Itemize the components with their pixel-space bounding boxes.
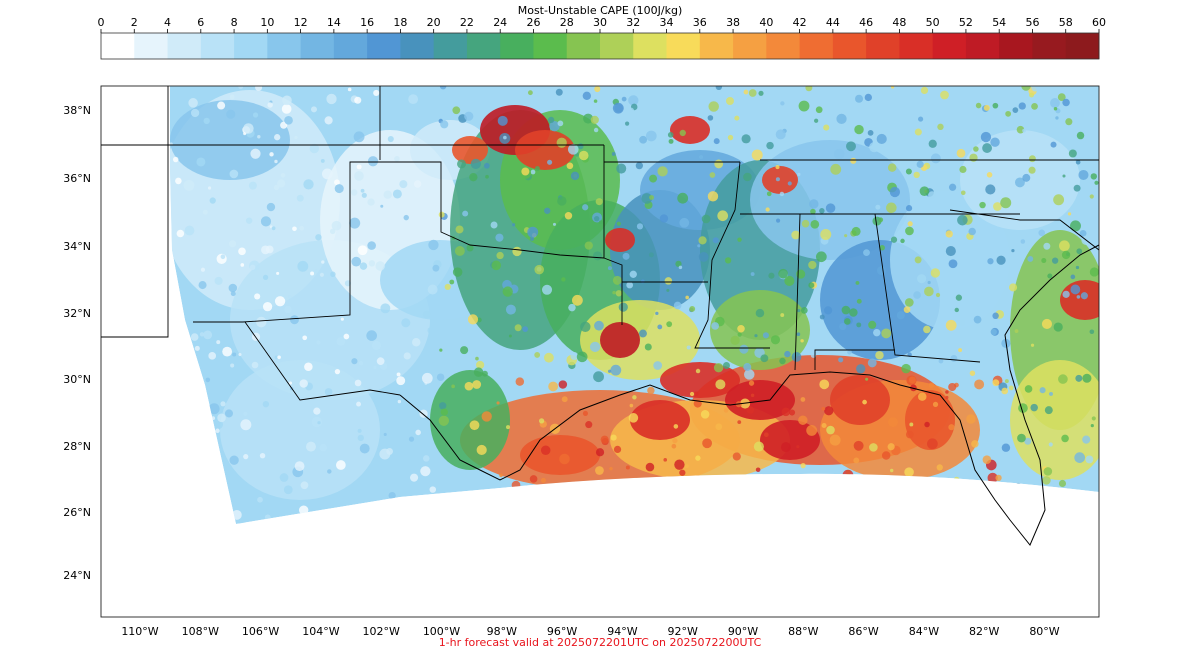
lat-label: 28°N <box>63 440 91 453</box>
colorbar-tick-label: 54 <box>992 16 1006 29</box>
colorbar-tick-label: 18 <box>393 16 407 29</box>
lon-label: 90°W <box>728 625 758 638</box>
colorbar-swatch <box>433 33 468 59</box>
colorbar-swatch <box>333 33 368 59</box>
lon-label: 100°W <box>423 625 460 638</box>
colorbar-swatch <box>965 33 1000 59</box>
colorbar-tick-label: 48 <box>892 16 906 29</box>
colorbar-swatch <box>400 33 435 59</box>
colorbar-tick-label: 38 <box>726 16 740 29</box>
colorbar-tick-label: 16 <box>360 16 374 29</box>
colorbar-swatch <box>1032 33 1067 59</box>
colorbar-swatch <box>832 33 867 59</box>
colorbar-tick-label: 52 <box>959 16 973 29</box>
colorbar-tick-label: 60 <box>1092 16 1106 29</box>
colorbar-swatch <box>234 33 268 59</box>
colorbar-tick-label: 8 <box>231 16 238 29</box>
lon-label: 104°W <box>302 625 339 638</box>
colorbar-swatch <box>566 33 601 59</box>
colorbar-swatch <box>101 33 135 59</box>
lon-label: 86°W <box>848 625 878 638</box>
lat-label: 38°N <box>63 104 91 117</box>
lon-label: 92°W <box>668 625 698 638</box>
colorbar-tick-label: 14 <box>327 16 341 29</box>
colorbar-swatch <box>300 33 335 59</box>
lat-label: 24°N <box>63 569 91 582</box>
colorbar-swatch <box>999 33 1033 59</box>
colorbar-tick-label: 40 <box>759 16 773 29</box>
colorbar-swatch <box>367 33 401 59</box>
colorbar-tick-label: 32 <box>626 16 640 29</box>
lon-label: 102°W <box>363 625 400 638</box>
colorbar-tick-label: 12 <box>294 16 308 29</box>
colorbar-tick-label: 2 <box>131 16 138 29</box>
colorbar-swatch <box>899 33 934 59</box>
colorbar-swatch <box>200 33 235 59</box>
colorbar-tick-label: 56 <box>1025 16 1039 29</box>
colorbar: 0 2 4 6 8 10 12 14 16 18 20 22 24 26 28 30 32 34 36 38 40 42 4… <box>98 16 1106 60</box>
colorbar-swatch <box>466 33 501 59</box>
colorbar-swatch <box>600 33 634 59</box>
cape-field <box>170 86 1099 524</box>
colorbar-tick-label: 26 <box>526 16 540 29</box>
colorbar-title: Most-Unstable CAPE (100J/kg) <box>517 4 683 17</box>
lon-label: 94°W <box>607 625 637 638</box>
colorbar-tick-label: 58 <box>1059 16 1073 29</box>
colorbar-tick-label: 42 <box>793 16 807 29</box>
colorbar-swatch <box>733 33 767 59</box>
colorbar-swatch <box>799 33 834 59</box>
colorbar-swatch <box>500 33 534 59</box>
colorbar-swatch <box>267 33 302 59</box>
lon-label: 80°W <box>1029 625 1059 638</box>
colorbar-tick-label: 0 <box>98 16 105 29</box>
lat-label: 26°N <box>63 506 91 519</box>
lon-label: 96°W <box>547 625 577 638</box>
lon-label: 108°W <box>182 625 219 638</box>
colorbar-tick-label: 6 <box>197 16 204 29</box>
colorbar-swatch <box>1065 33 1100 59</box>
lon-label: 88°W <box>788 625 818 638</box>
colorbar-swatch <box>633 33 668 59</box>
colorbar-tick-label: 36 <box>693 16 707 29</box>
colorbar-tick-label: 46 <box>859 16 873 29</box>
colorbar-tick-label: 20 <box>427 16 441 29</box>
state-borders <box>101 86 1099 401</box>
colorbar-swatch <box>866 33 900 59</box>
colorbar-swatch <box>167 33 202 59</box>
forecast-valid-label: 1-hr forecast valid at 2025072201UTC on … <box>438 636 762 649</box>
colorbar-tick-label: 28 <box>560 16 574 29</box>
colorbar-tick-label: 50 <box>926 16 940 29</box>
colorbar-swatch <box>533 33 568 59</box>
lon-label: 106°W <box>242 625 279 638</box>
colorbar-tick-label: 4 <box>164 16 171 29</box>
lat-label: 32°N <box>63 307 91 320</box>
colorbar-swatch <box>699 33 734 59</box>
lon-label: 110°W <box>121 625 158 638</box>
colorbar-tick-label: 10 <box>260 16 274 29</box>
colorbar-tick-label: 34 <box>660 16 674 29</box>
map-frame <box>100 85 1100 618</box>
colorbar-tick-label: 30 <box>593 16 607 29</box>
colorbar-tick-label: 24 <box>493 16 507 29</box>
colorbar-tick-label: 22 <box>460 16 474 29</box>
colorbar-swatch <box>932 33 967 59</box>
lon-label: 82°W <box>969 625 999 638</box>
colorbar-tick-label: 44 <box>826 16 840 29</box>
lon-label: 84°W <box>909 625 939 638</box>
lon-label: 98°W <box>487 625 517 638</box>
colorbar-swatch <box>134 33 169 59</box>
colorbar-swatch <box>666 33 701 59</box>
coastline <box>399 244 1100 546</box>
lat-label: 36°N <box>63 172 91 185</box>
lat-label: 34°N <box>63 240 91 253</box>
lat-label: 30°N <box>63 373 91 386</box>
colorbar-swatch <box>766 33 801 59</box>
